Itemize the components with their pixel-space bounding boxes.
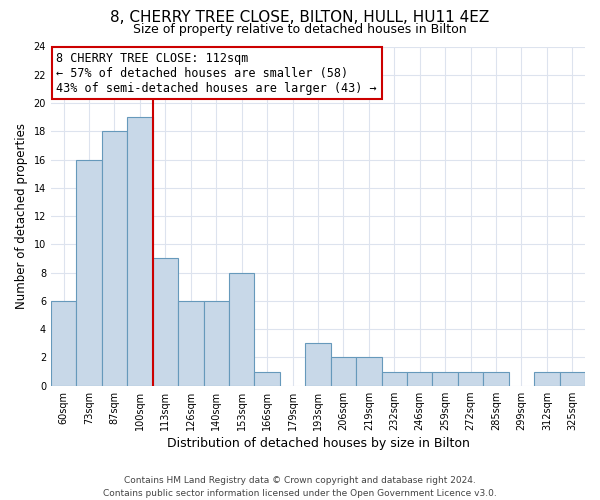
Bar [483, 372, 509, 386]
Bar [102, 132, 127, 386]
Bar [152, 258, 178, 386]
X-axis label: Distribution of detached houses by size in Bilton: Distribution of detached houses by size … [167, 437, 469, 450]
Y-axis label: Number of detached properties: Number of detached properties [15, 123, 28, 309]
Bar [127, 117, 152, 386]
Bar [382, 372, 407, 386]
Text: Size of property relative to detached houses in Bilton: Size of property relative to detached ho… [133, 22, 467, 36]
Bar [305, 344, 331, 386]
Bar [178, 301, 203, 386]
Bar [254, 372, 280, 386]
Bar [76, 160, 102, 386]
Text: 8, CHERRY TREE CLOSE, BILTON, HULL, HU11 4EZ: 8, CHERRY TREE CLOSE, BILTON, HULL, HU11… [110, 10, 490, 25]
Bar [331, 358, 356, 386]
Bar [433, 372, 458, 386]
Bar [203, 301, 229, 386]
Text: 8 CHERRY TREE CLOSE: 112sqm
← 57% of detached houses are smaller (58)
43% of sem: 8 CHERRY TREE CLOSE: 112sqm ← 57% of det… [56, 52, 377, 94]
Bar [560, 372, 585, 386]
Bar [458, 372, 483, 386]
Bar [51, 301, 76, 386]
Bar [229, 272, 254, 386]
Text: Contains HM Land Registry data © Crown copyright and database right 2024.
Contai: Contains HM Land Registry data © Crown c… [103, 476, 497, 498]
Bar [407, 372, 433, 386]
Bar [534, 372, 560, 386]
Bar [356, 358, 382, 386]
